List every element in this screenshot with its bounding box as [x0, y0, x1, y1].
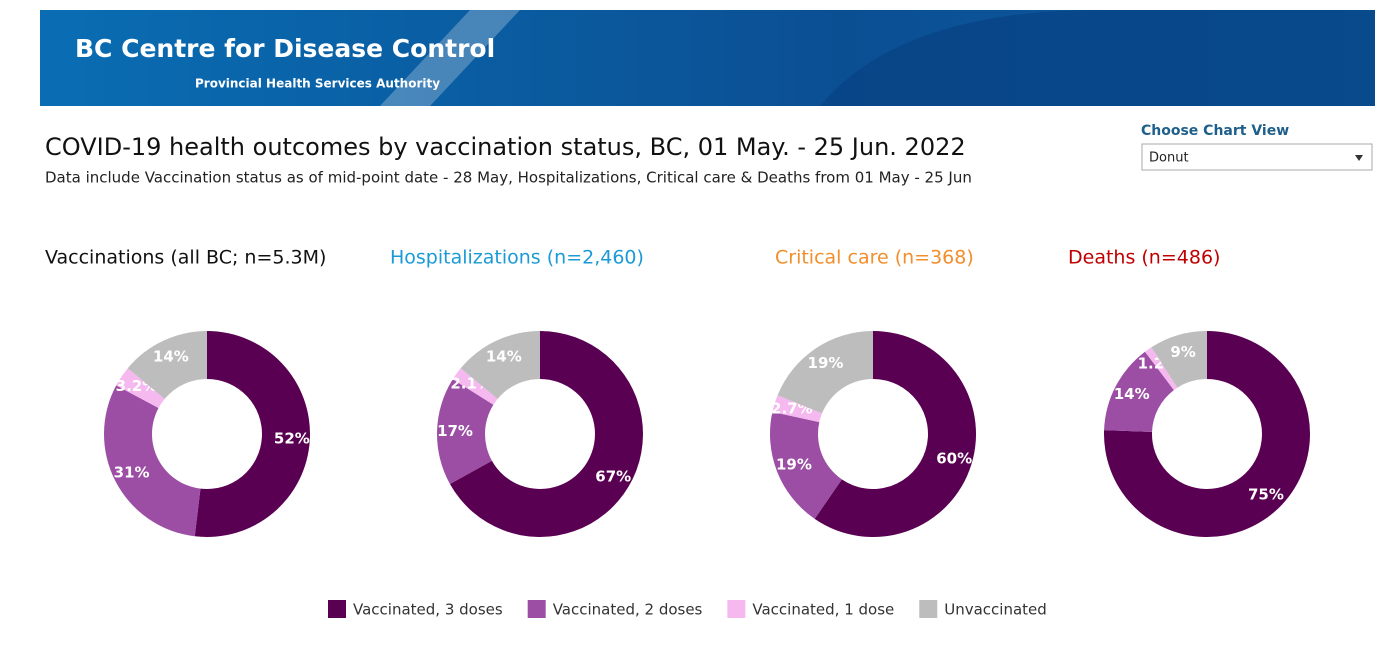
slice-label: 60%: [936, 450, 972, 468]
page-title: COVID-19 health outcomes by vaccination …: [45, 133, 966, 161]
chart-title: Hospitalizations (n=2,460): [390, 247, 644, 269]
slice-label: 19%: [808, 354, 844, 372]
donut-slice: [436, 379, 494, 484]
donut-slice: [1144, 347, 1178, 391]
legend-label: Vaccinated, 3 doses: [353, 601, 503, 619]
dropdown-box[interactable]: [1141, 143, 1373, 171]
donut-slice: [772, 395, 823, 423]
donut-slice: [1151, 331, 1207, 388]
slice-label: 52%: [274, 430, 310, 448]
legend-label: Vaccinated, 2 doses: [553, 601, 703, 619]
slice-label: 75%: [1248, 486, 1284, 504]
legend-label: Unvaccinated: [944, 601, 1047, 619]
org-name: BC Centre for Disease Control: [75, 34, 495, 63]
chart-title: Vaccinations (all BC; n=5.3M): [45, 247, 326, 269]
slice-label: 19%: [776, 456, 812, 474]
slice-label: 14%: [1114, 385, 1150, 403]
legend-swatch: [727, 600, 746, 618]
donut-slice: [460, 330, 540, 399]
donut-slice: [1104, 331, 1310, 538]
banner-shape: [820, 10, 1375, 106]
control-label: Choose Chart View: [1141, 123, 1289, 139]
slice-label: 17%: [437, 422, 473, 440]
donut-slice: [449, 331, 643, 537]
slice-label: 14%: [486, 348, 522, 366]
donut-slice: [103, 385, 201, 537]
donut-slice: [452, 368, 498, 405]
chart-title: Deaths (n=486): [1068, 247, 1220, 269]
banner-stripe: [380, 10, 520, 106]
donut-slice: [1104, 351, 1174, 432]
chart-view-dropdown[interactable]: Donut: [1141, 143, 1373, 171]
legend-label: Vaccinated, 1 dose: [752, 601, 894, 619]
donut-slice: [116, 368, 165, 409]
slice-label: 67%: [595, 468, 631, 486]
legend-swatch: [919, 600, 938, 618]
org-sub: Provincial Health Services Authority: [195, 77, 440, 91]
donut-slice: [814, 331, 976, 537]
legend-swatch: [328, 600, 346, 618]
donut-slice: [127, 331, 207, 399]
donut-slice: [194, 331, 310, 537]
dropdown-value[interactable]: Donut: [1149, 151, 1189, 166]
legend-swatch: [527, 600, 546, 618]
slice-label: 14%: [153, 348, 189, 366]
slice-label: 31%: [114, 464, 150, 482]
donut-slice: [777, 331, 873, 414]
donut-slice: [770, 411, 842, 519]
chart-title: Critical care (n=368): [775, 247, 974, 269]
dropdown-arrow[interactable]: [1355, 155, 1363, 161]
page-subtitle: Data include Vaccination status as of mi…: [45, 169, 972, 187]
slice-label: 9%: [1170, 343, 1195, 361]
